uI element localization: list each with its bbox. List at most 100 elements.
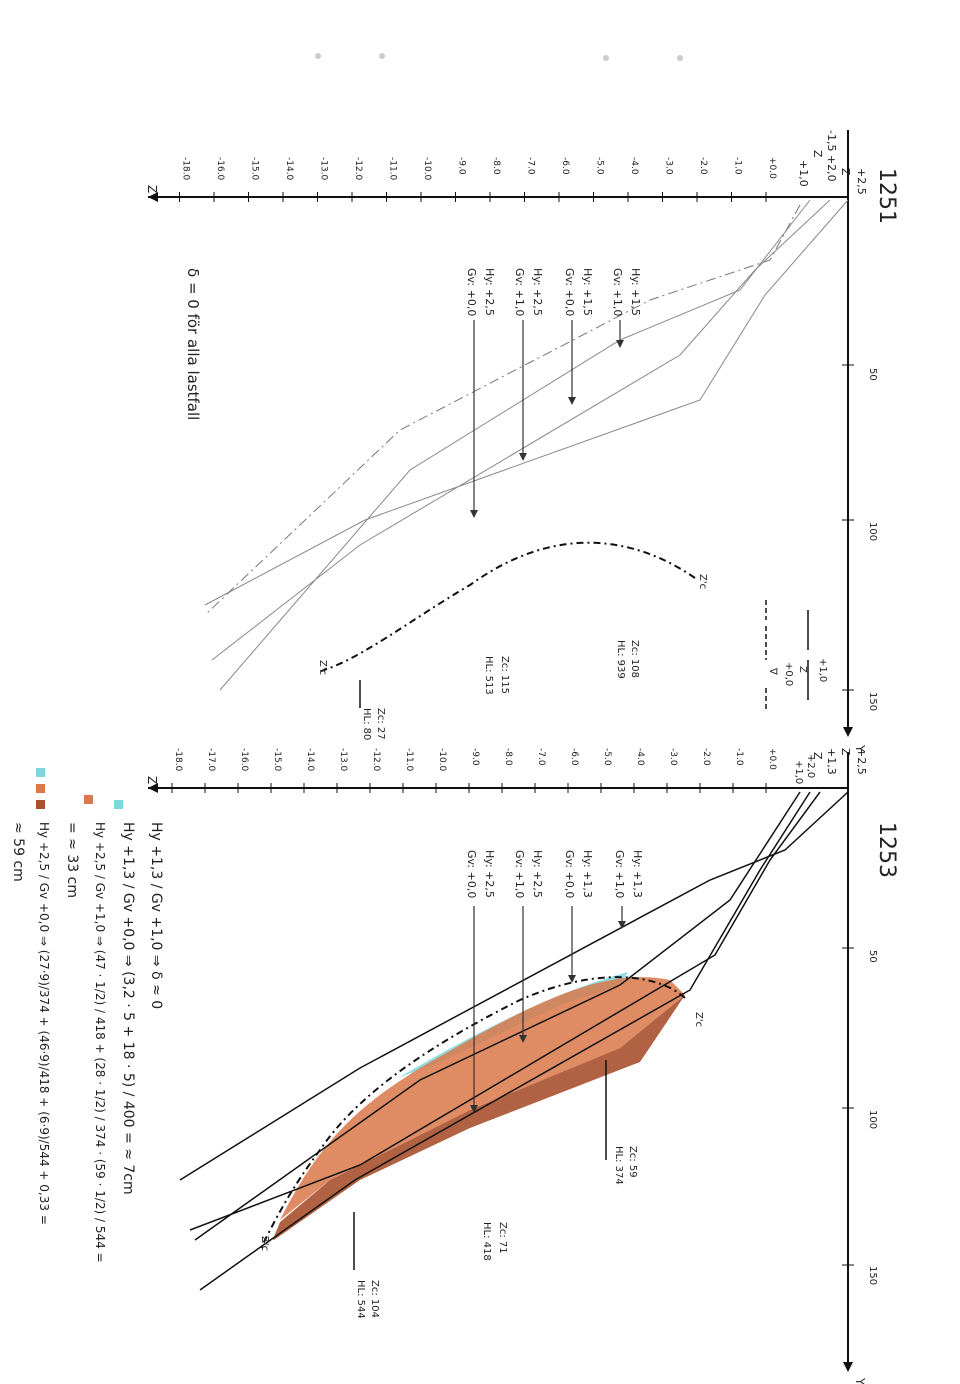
upper-top-label-3: Z	[811, 150, 824, 158]
lower-section-id: 1253	[874, 822, 899, 878]
lower-dist-tick-100: 100	[867, 1110, 878, 1129]
upper-depth-tick-label: -18.0	[181, 157, 191, 181]
lower-depth-ticks: +0.0 -1.0 -2.0 -3.0 -4.0 -5.0 -6.0 -7.0 -8.0 -9.0…	[171, 748, 777, 793]
upper-top-label-4: +1,0	[797, 160, 810, 187]
lower-case-2-hy: Hy: +1,3	[581, 850, 594, 898]
upper-y-label: Y	[853, 744, 867, 753]
lower-depth-tick-label: +0.0	[767, 748, 777, 770]
upper-depth-tick-label: -10.0	[422, 157, 432, 181]
upper-depth-tick-label: -6.0	[560, 157, 570, 175]
lower-top-label-0: +2,5	[855, 748, 868, 775]
upper-case-4-gv: Gv: +0,0	[465, 268, 478, 316]
upper-dist-tick-150: 150	[867, 692, 878, 711]
lower-depth-tick-label: -7.0	[536, 748, 546, 766]
upper-case-3-gv: Gv: +1,0	[513, 268, 526, 316]
upper-case-2-hy: Hy: +1,5	[581, 268, 594, 316]
upper-depth-tick-label: -1.0	[733, 157, 743, 175]
lower-depth-tick-label: -10.0	[437, 748, 447, 772]
lower-z-label: Z	[145, 776, 159, 784]
lower-depth-tick-label: -14.0	[305, 748, 315, 772]
lower-depth-tick-label: -6.0	[569, 748, 579, 766]
upper-result-2-zc: Zc: 115	[499, 656, 510, 694]
upper-depth-tick-label: -11.0	[388, 157, 398, 181]
calc-line-1: Hy +1,3 / Gv +1,0 ⇒ δ ≈ 0	[148, 822, 164, 1009]
calc-line-4: = ≈ 33 cm	[64, 822, 80, 898]
lower-top-label-2: +1,3	[825, 748, 838, 775]
calc-line-5: Hy +2,5 / Gv +0,0 ⇒ (27·9)/374 + (46·9)/…	[37, 822, 51, 1225]
lower-depth-tick-label: -13.0	[338, 748, 348, 772]
orange-area	[280, 977, 685, 1220]
upper-note: δ = 0 för alla lastfall	[184, 268, 202, 420]
upper-case-1-gv: Gv: +1,0	[611, 268, 624, 316]
upper-depth-tick-label: -2.0	[698, 157, 708, 175]
upper-depth-tick-label: -5.0	[595, 157, 605, 175]
lower-case-4-hy: Hy: +2,5	[483, 850, 496, 898]
calculations: Hy +1,3 / Gv +1,0 ⇒ δ ≈ 0 Hy +1,3 / Gv +…	[10, 768, 164, 1263]
lower-depth-tick-label: -3.0	[668, 748, 678, 766]
lower-dist-tick-150: 150	[867, 1266, 878, 1285]
upper-depth-tick-label: -15.0	[250, 157, 260, 181]
section-1253: +0.0 -1.0 -2.0 -3.0 -4.0 -5.0 -6.0 -7.0 -8.0 -9.0…	[145, 748, 899, 1384]
lower-case-1-hy: Hy: +1,3	[631, 850, 644, 898]
lower-top-label-1: Z	[839, 748, 852, 756]
lower-depth-tick-label: -18.0	[173, 748, 183, 772]
upper-legend-2: +0,0	[783, 662, 794, 686]
lower-depth-tick-label: -12.0	[371, 748, 381, 772]
lower-top-label-5: +1,0	[793, 760, 804, 784]
upper-depth-tick-label: -12.0	[353, 157, 363, 181]
upper-result-2-hl: HL: 513	[483, 656, 494, 695]
brown-area	[273, 995, 685, 1240]
lower-result-3-hl: HL: 544	[355, 1280, 366, 1319]
lower-top-label-4: +2,0	[805, 754, 816, 778]
lower-case-4-gv: Gv: +0,0	[465, 850, 478, 898]
upper-top-label-2: -1,5 +2,0	[825, 130, 838, 182]
calc-line-6: ≈ 59 cm	[10, 822, 26, 882]
upper-section-id: 1251	[874, 168, 899, 224]
upper-result-1-hl: HL: 939	[615, 640, 626, 679]
lower-case-3-gv: Gv: +1,0	[513, 850, 526, 898]
upper-result-1-zc: Zc: 108	[629, 640, 640, 678]
lower-depth-tick-label: -4.0	[635, 748, 645, 766]
upper-depth-tick-label: -9.0	[457, 157, 467, 175]
lower-curve-label-2: Z'c	[259, 1236, 270, 1251]
upper-dist-tick-100: 100	[867, 522, 878, 541]
upper-case-3-hy: Hy: +2,5	[531, 268, 544, 316]
upper-legend-3: ∇	[767, 667, 778, 675]
lower-result-2-hl: HL: 418	[481, 1222, 492, 1261]
upper-depth-tick-label: -14.0	[284, 157, 294, 181]
upper-result-3-zc: Zc: 27	[375, 708, 386, 740]
lower-depth-tick-label: -9.0	[470, 748, 480, 766]
upper-top-label-0: +2,5	[855, 168, 868, 195]
lower-result-1-zc: Zc: 59	[627, 1146, 638, 1178]
lower-top-label-3: Z	[811, 752, 824, 760]
upper-depth-ticks: +0.0 -1.0 -2.0 -3.0 -4.0 -5.0 -6.0 -7.0 -8.0 -9.0…	[179, 157, 777, 202]
upper-depth-tick-label: -13.0	[319, 157, 329, 181]
lower-depth-tick-label: -8.0	[503, 748, 513, 766]
lower-case-3-hy: Hy: +2,5	[531, 850, 544, 898]
upper-depth-tick-label: -8.0	[491, 157, 501, 175]
upper-case-2-gv: Gv: +0,0	[563, 268, 576, 316]
upper-depth-tick-label: -7.0	[526, 157, 536, 175]
lower-depth-tick-label: -5.0	[602, 748, 612, 766]
lower-result-3-zc: Zc: 104	[369, 1280, 380, 1318]
lower-y-label: Y	[853, 1377, 867, 1384]
upper-depth-tick-label: -3.0	[664, 157, 674, 175]
lower-depth-tick-label: -16.0	[239, 748, 249, 772]
lower-result-1-hl: HL: 374	[613, 1146, 624, 1185]
lower-case-2-gv: Gv: +0,0	[563, 850, 576, 898]
upper-depth-tick-label: -4.0	[629, 157, 639, 175]
lower-curve-label-1: Z'c	[693, 1012, 704, 1027]
upper-legend-0: +1,0	[817, 658, 828, 682]
lower-result-2-zc: Zc: 71	[497, 1222, 508, 1254]
lower-depth-tick-label: -1.0	[734, 748, 744, 766]
upper-case-4-hy: Hy: +2,5	[483, 268, 496, 316]
calc-line-2: Hy +1,3 / Gv +0,0 ⇒ (3,2 · 5 + 18 · 5) /…	[120, 822, 136, 1195]
section-1251: +0.0 -1.0 -2.0 -3.0 -4.0 -5.0 -6.0 -7.0 -8.0 -9.0…	[145, 130, 899, 753]
upper-legend-1: Z	[797, 666, 808, 673]
upper-curve-label-1: Z'c	[697, 574, 708, 589]
upper-depth-tick-label: -16.0	[215, 157, 225, 181]
upper-result-3-hl: HL: 80	[361, 708, 372, 740]
upper-curve-label-2: Z'c	[317, 660, 328, 675]
lower-depth-tick-label: -17.0	[206, 748, 216, 772]
